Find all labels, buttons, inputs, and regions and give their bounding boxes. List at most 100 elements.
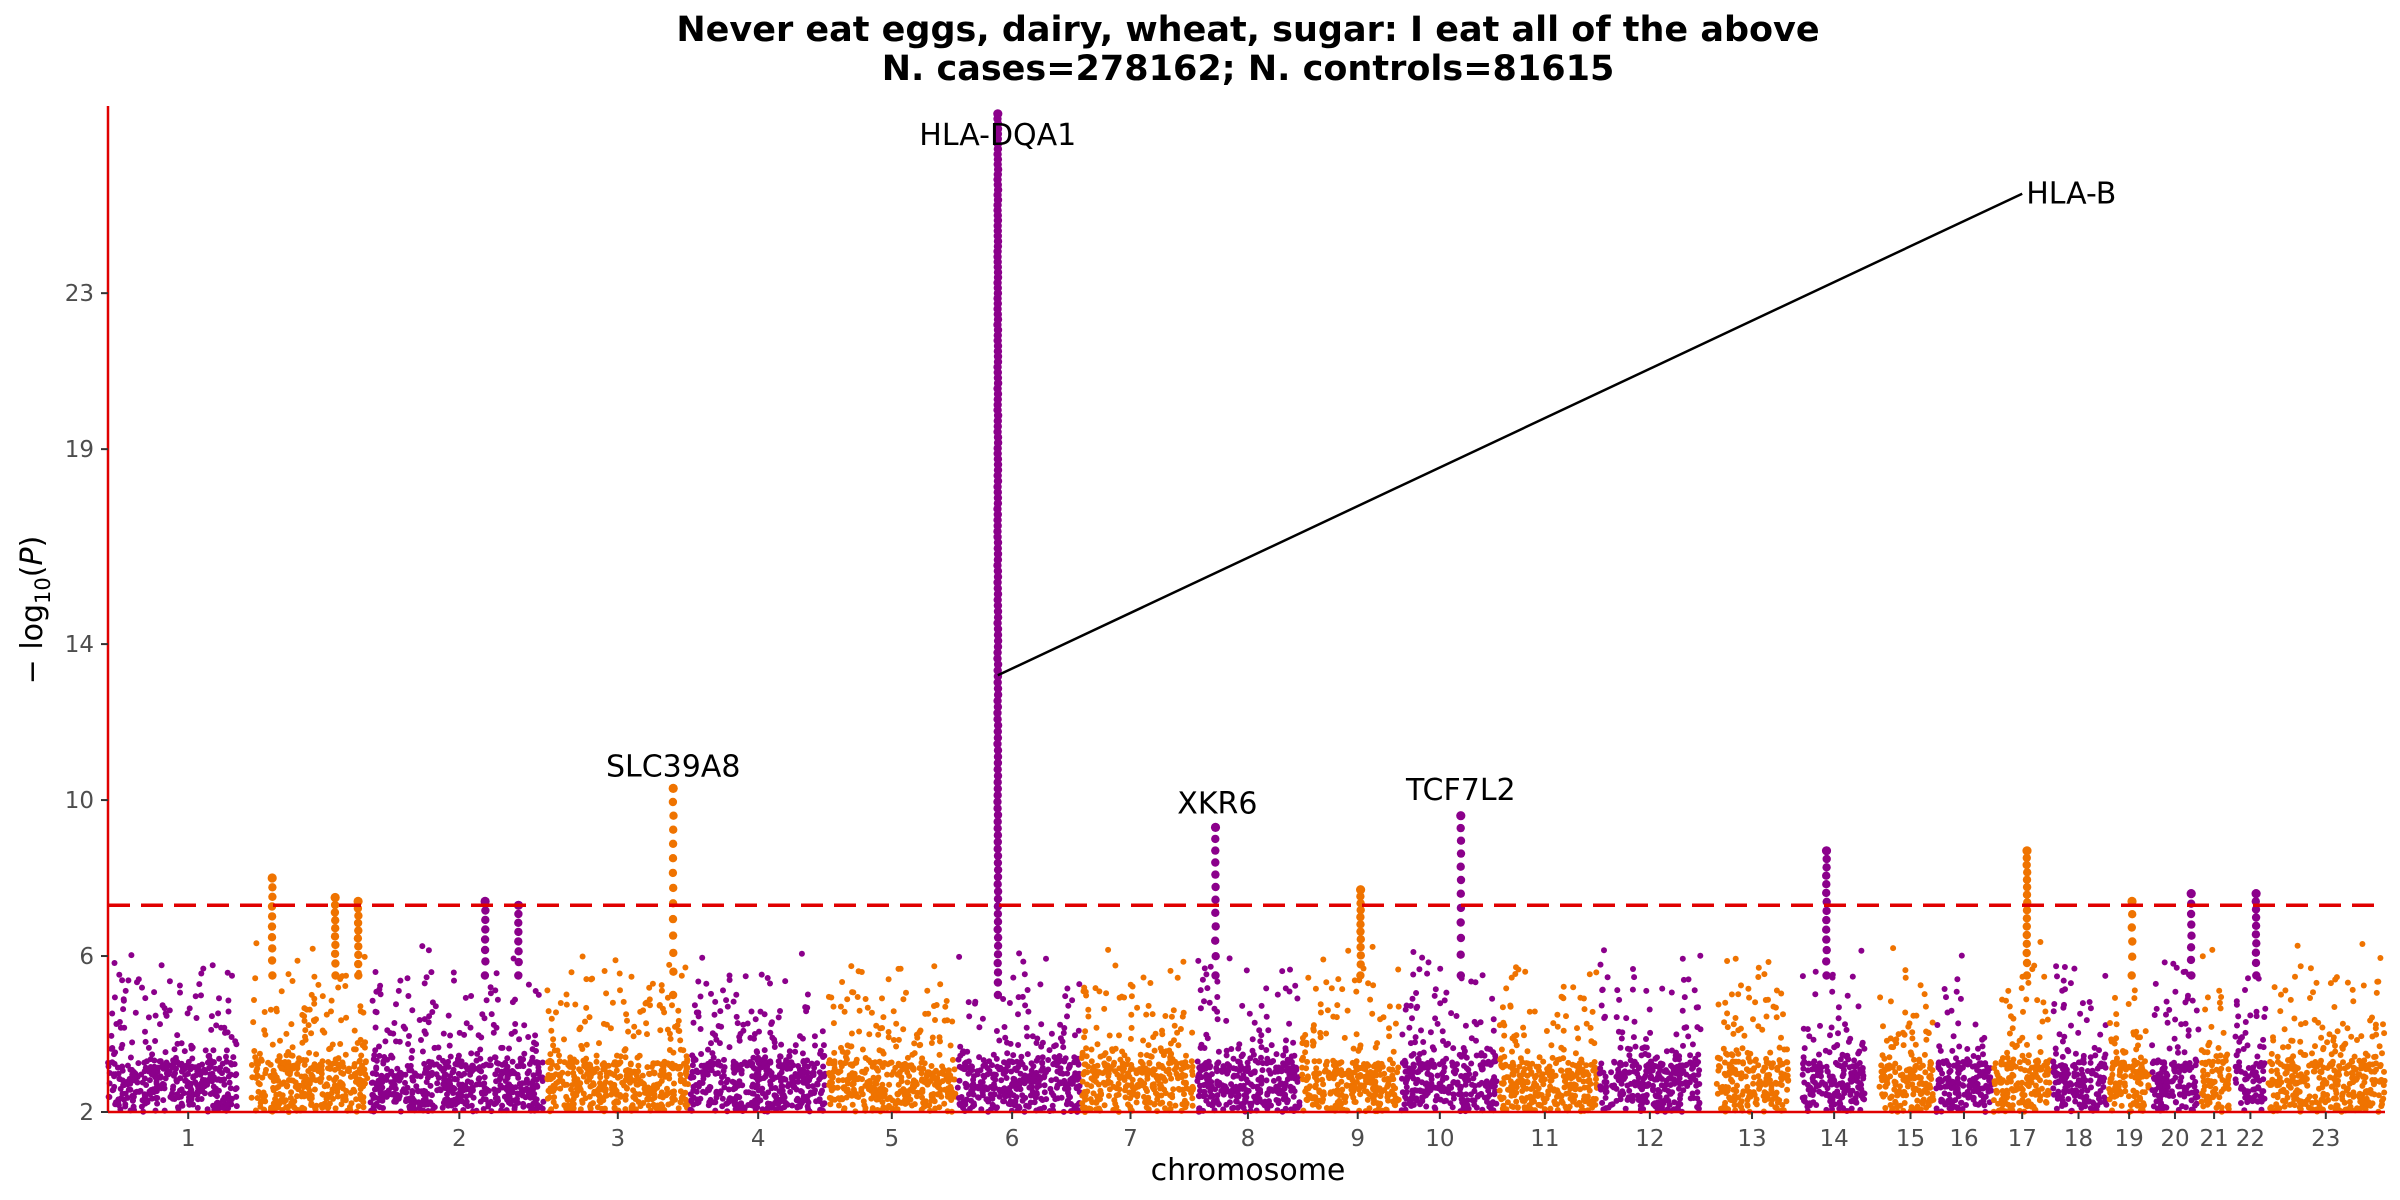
data-point: [1643, 1036, 1649, 1042]
data-point: [376, 986, 383, 993]
data-point: [294, 957, 301, 964]
data-point: [338, 1069, 345, 1076]
data-point: [1596, 1070, 1603, 1077]
data-point: [446, 1087, 453, 1094]
data-point: [1489, 995, 1496, 1002]
data-point: [545, 1008, 552, 1015]
data-point: [208, 1013, 215, 1020]
data-point: [776, 1071, 783, 1078]
data-point: [230, 1054, 237, 1061]
data-point: [625, 1028, 632, 1035]
data-point: [633, 1072, 640, 1079]
data-point: [698, 1062, 705, 1069]
data-point: [1151, 1047, 1158, 1054]
data-point: [1195, 957, 1202, 964]
data-point: [737, 1066, 744, 1073]
data-point: [1339, 986, 1346, 993]
data-point: [630, 1087, 637, 1094]
data-point: [1214, 994, 1221, 1000]
data-point: [767, 980, 773, 987]
data-point: [299, 1039, 306, 1046]
data-point: [1551, 1098, 1558, 1105]
data-point: [1317, 1034, 1324, 1041]
data-point: [1223, 1101, 1230, 1108]
data-point: [1663, 1077, 1670, 1084]
data-point: [849, 1081, 856, 1088]
data-point: [1299, 1076, 1306, 1083]
data-point: [1425, 959, 1432, 966]
data-point: [1473, 1052, 1480, 1059]
data-point: [148, 1065, 155, 1071]
data-point: [1214, 1080, 1221, 1087]
data-point: [1025, 1008, 1032, 1015]
data-point: [1023, 1024, 1030, 1031]
data-point: [670, 1049, 677, 1056]
data-point: [1105, 1069, 1112, 1076]
data-point: [1214, 1060, 1221, 1067]
data-point: [651, 1091, 658, 1098]
data-point: [1696, 1067, 1703, 1074]
data-point: [173, 1078, 180, 1085]
data-point: [1218, 1067, 1225, 1074]
data-point: [166, 1068, 173, 1075]
data-point: [1583, 1062, 1590, 1069]
data-point: [1492, 1052, 1499, 1059]
data-point: [1455, 1091, 1462, 1098]
data-point: [570, 1105, 577, 1112]
data-point: [269, 1041, 276, 1048]
data-point: [890, 1068, 897, 1075]
data-point: [1052, 1042, 1059, 1049]
data-point: [866, 1031, 873, 1038]
data-point: [436, 1054, 443, 1061]
data-point: [339, 1082, 346, 1088]
data-point: [1201, 998, 1207, 1005]
data-point: [1532, 1091, 1539, 1098]
data-point: [1223, 1052, 1230, 1059]
data-point: [1560, 983, 1567, 990]
data-point: [730, 1058, 737, 1065]
data-point: [1687, 1095, 1694, 1102]
data-point: [720, 1072, 727, 1079]
data-point: [994, 1063, 1001, 1070]
data-point: [879, 1081, 886, 1088]
data-point: [654, 1102, 661, 1109]
data-point: [537, 1103, 544, 1110]
data-point: [957, 1043, 964, 1050]
data-point: [1536, 1054, 1543, 1061]
data-point: [1302, 1049, 1309, 1056]
data-point: [487, 1056, 494, 1063]
data-point: [768, 1021, 775, 1027]
data-point: [1577, 994, 1584, 1001]
data-point: [179, 1102, 186, 1109]
data-point: [1436, 1061, 1443, 1068]
data-point: [1087, 1106, 1094, 1112]
data-point: [1258, 1032, 1265, 1039]
data-point: [1196, 1105, 1203, 1112]
data-point: [967, 1105, 973, 1112]
data-point: [321, 1029, 328, 1036]
data-point: [1106, 1055, 1112, 1062]
data-point: [784, 1063, 791, 1070]
data-point: [1197, 1082, 1203, 1089]
data-point: [426, 1013, 433, 1020]
data-point: [979, 1089, 986, 1096]
data-point: [1315, 1103, 1322, 1110]
data-point: [713, 1094, 720, 1101]
data-point: [1214, 978, 1221, 985]
data-point: [1079, 1092, 1086, 1099]
data-point: [1412, 1034, 1419, 1041]
data-point: [158, 962, 165, 969]
data-point: [1327, 1089, 1334, 1096]
data-point: [467, 1024, 474, 1031]
data-point: [1041, 1089, 1048, 1096]
data-point: [1349, 1077, 1356, 1084]
data-point: [115, 1096, 122, 1103]
data-point: [1554, 1011, 1561, 1018]
data-point: [756, 1028, 762, 1035]
data-point: [1075, 1027, 1082, 1034]
data-point: [1613, 1014, 1620, 1021]
data-point: [1079, 1100, 1086, 1107]
data-point: [1022, 1002, 1029, 1009]
chromosome-points: [105, 952, 240, 1115]
data-point: [311, 1000, 318, 1007]
